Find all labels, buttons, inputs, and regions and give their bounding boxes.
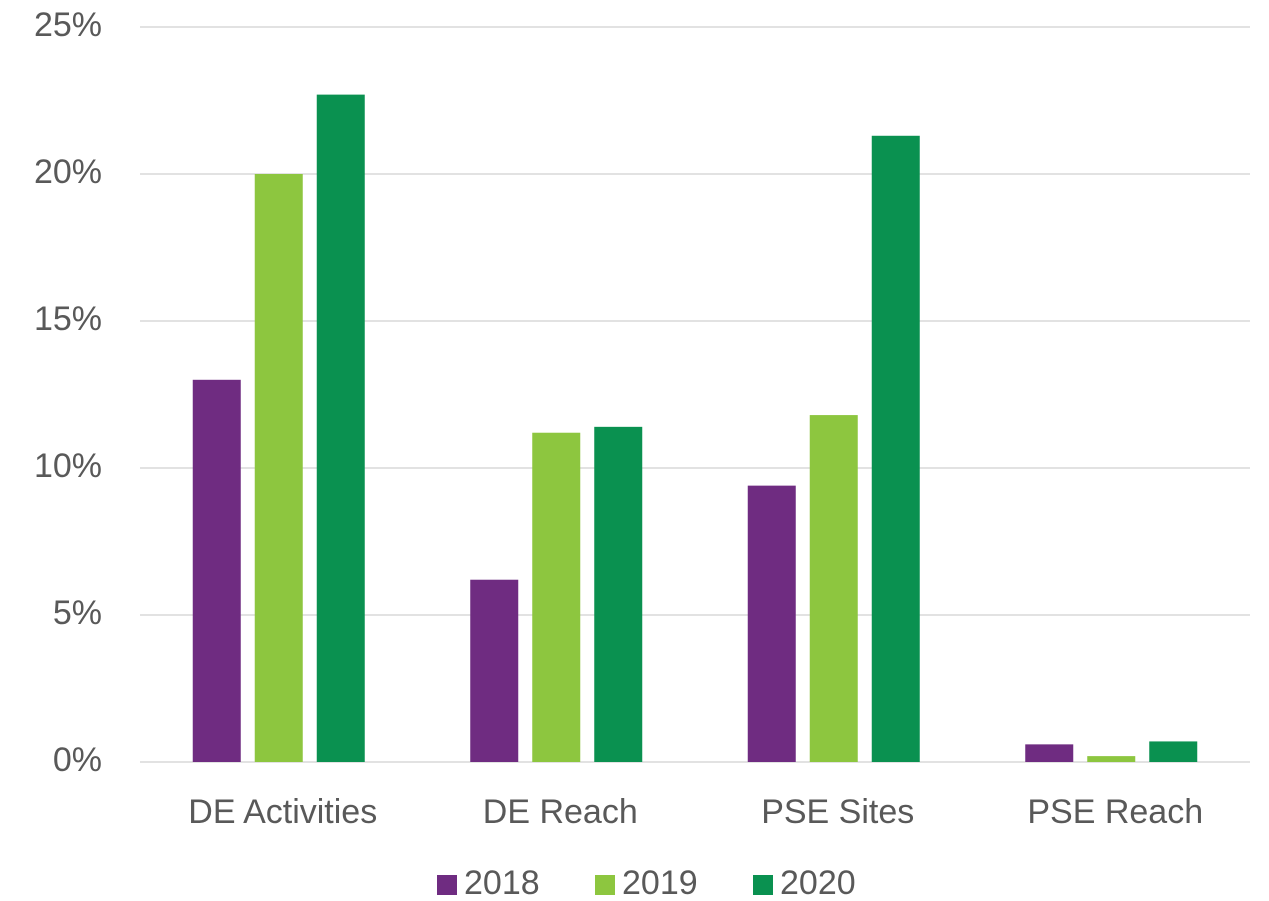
y-tick-label: 25%	[34, 6, 102, 44]
bar	[871, 135, 920, 762]
x-tick-label: PSE Sites	[761, 793, 914, 831]
x-tick-label: DE Reach	[483, 793, 638, 831]
legend-swatch	[437, 875, 457, 895]
legend-swatch	[753, 875, 773, 895]
bar	[254, 174, 303, 762]
bar	[1149, 741, 1198, 762]
legend-label: 2019	[622, 864, 698, 901]
y-tick-label: 20%	[34, 153, 102, 191]
legend-label: 2018	[464, 864, 540, 901]
bar	[594, 426, 643, 762]
bar	[532, 432, 581, 762]
bar	[316, 94, 365, 763]
bar	[192, 379, 241, 762]
legend-swatch	[595, 875, 615, 895]
bar	[747, 485, 796, 762]
bar	[809, 415, 858, 762]
legend-label: 2020	[780, 864, 856, 901]
y-tick-label: 15%	[34, 300, 102, 338]
bar	[1025, 744, 1074, 762]
y-tick-label: 10%	[34, 447, 102, 485]
y-tick-label: 5%	[53, 594, 102, 632]
x-tick-label: DE Activities	[188, 793, 377, 831]
y-tick-label: 0%	[53, 741, 102, 779]
bar	[1087, 756, 1136, 762]
bar	[470, 579, 519, 762]
x-tick-label: PSE Reach	[1027, 793, 1203, 831]
